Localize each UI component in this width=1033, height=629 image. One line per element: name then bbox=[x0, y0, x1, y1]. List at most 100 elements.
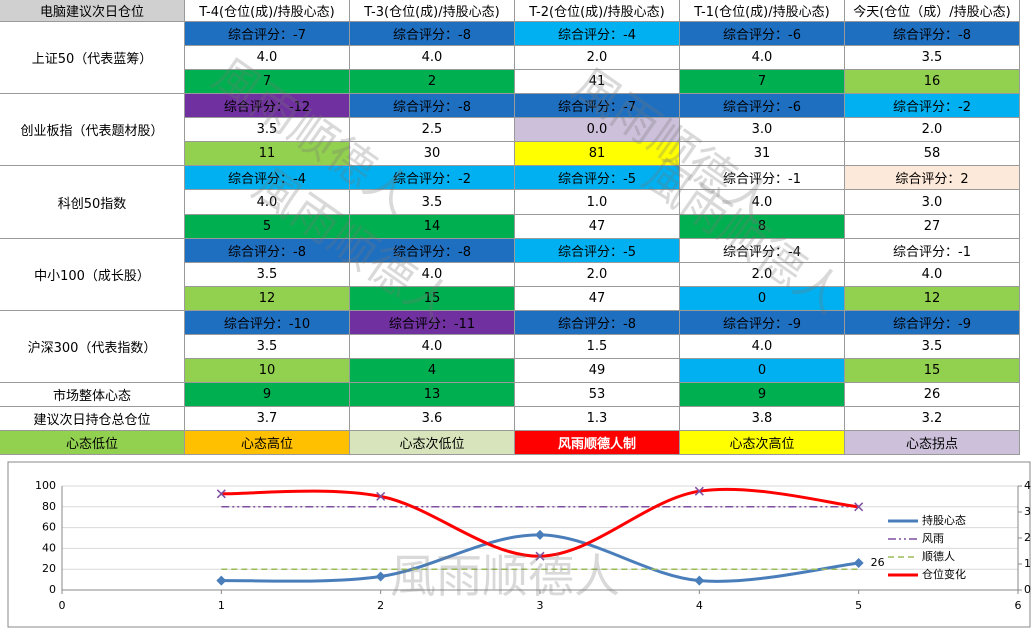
value-cell: 3.5 bbox=[185, 262, 350, 287]
value-cell: 综合评分：-5 bbox=[515, 166, 680, 191]
value-cell: 11 bbox=[185, 142, 350, 167]
value-cell: 综合评分：-5 bbox=[515, 238, 680, 263]
value-cell: 58 bbox=[845, 142, 1020, 167]
value-cell: 1.5 bbox=[515, 334, 680, 359]
value-cell: 2.0 bbox=[680, 262, 845, 287]
value-cell: 2.0 bbox=[515, 262, 680, 287]
header-cell: 今天(仓位（成）/持股心态) bbox=[845, 0, 1020, 22]
legend-cell: 心态低位 bbox=[0, 431, 185, 456]
value-cell: 4.0 bbox=[680, 190, 845, 215]
value-cell: 综合评分：-8 bbox=[350, 22, 515, 47]
row-label: 市场整体心态 bbox=[0, 383, 185, 408]
value-cell: 综合评分：-10 bbox=[185, 310, 350, 335]
value-cell: 16 bbox=[845, 70, 1020, 95]
value-cell: 49 bbox=[515, 358, 680, 384]
value-cell: 12 bbox=[845, 286, 1020, 311]
value-cell: 综合评分：-11 bbox=[350, 310, 515, 335]
point bbox=[535, 529, 545, 540]
value-cell: 综合评分：-12 bbox=[185, 94, 350, 119]
value-cell: 3.5 bbox=[185, 118, 350, 143]
point bbox=[376, 491, 386, 501]
value-cell: 2.0 bbox=[845, 118, 1020, 143]
legend-cell: 心态次低位 bbox=[350, 431, 515, 456]
value-cell: 综合评分：-6 bbox=[680, 94, 845, 119]
value-cell: 2 bbox=[350, 70, 515, 95]
value-cell: 3.6 bbox=[350, 407, 515, 432]
point bbox=[535, 551, 545, 561]
point bbox=[854, 502, 864, 512]
value-cell: 10 bbox=[185, 358, 350, 384]
y-tick-label: 40 bbox=[42, 541, 56, 554]
value-cell: 9 bbox=[680, 383, 845, 408]
value-cell: 综合评分：-8 bbox=[350, 94, 515, 119]
x-tick-label: 0 bbox=[59, 599, 66, 612]
value-cell: 14 bbox=[350, 214, 515, 239]
x-tick-label: 6 bbox=[1015, 599, 1022, 612]
value-cell: 3.8 bbox=[680, 407, 845, 432]
legend-label: 仓位变化 bbox=[922, 567, 966, 581]
x-tick-label: 1 bbox=[218, 599, 225, 612]
legend-label: 风雨 bbox=[922, 532, 944, 545]
point bbox=[853, 557, 864, 568]
y2-tick-label: 1 bbox=[1024, 557, 1031, 570]
value-cell: 综合评分：-8 bbox=[515, 310, 680, 335]
value-cell: 5 bbox=[185, 214, 350, 239]
x-tick-label: 5 bbox=[855, 599, 862, 612]
value-cell: 综合评分：-8 bbox=[845, 22, 1020, 47]
value-cell: 0 bbox=[680, 286, 845, 311]
header-cell: T-3(仓位(成)/持股心态) bbox=[350, 0, 515, 22]
row-label: 建议次日持仓总仓位 bbox=[0, 407, 185, 432]
y-tick-label: 80 bbox=[42, 500, 56, 513]
value-cell: 15 bbox=[845, 358, 1020, 384]
value-cell: 4.0 bbox=[680, 46, 845, 71]
value-cell: 30 bbox=[350, 142, 515, 167]
row-label: 上证50（代表蓝筹） bbox=[0, 22, 185, 95]
legend-label: 持股心态 bbox=[922, 513, 966, 527]
value-cell: 综合评分：-8 bbox=[350, 238, 515, 263]
value-cell: 3.5 bbox=[185, 334, 350, 359]
row-label: 中小100（成长股） bbox=[0, 238, 185, 311]
y-tick-label: 100 bbox=[35, 479, 56, 492]
header-cell: T-1(仓位(成)/持股心态) bbox=[680, 0, 845, 22]
legend-cell: 心态拐点 bbox=[845, 431, 1020, 456]
value-cell: 4.0 bbox=[680, 334, 845, 359]
value-cell: 综合评分：-2 bbox=[350, 166, 515, 191]
value-cell: 7 bbox=[680, 70, 845, 95]
header-cell: 电脑建议次日仓位 bbox=[0, 0, 185, 22]
value-cell: 3.5 bbox=[845, 46, 1020, 71]
value-cell: 3.2 bbox=[845, 407, 1020, 432]
value-cell: 综合评分：2 bbox=[845, 166, 1020, 191]
y2-tick-label: 3 bbox=[1024, 505, 1031, 518]
value-cell: 7 bbox=[185, 70, 350, 95]
y-tick-label: 60 bbox=[42, 521, 56, 534]
value-cell: 3.5 bbox=[845, 334, 1020, 359]
value-cell: 4.0 bbox=[350, 334, 515, 359]
value-cell: 15 bbox=[350, 286, 515, 311]
value-cell: 0.0 bbox=[515, 118, 680, 143]
value-cell: 综合评分：-4 bbox=[515, 22, 680, 47]
value-cell: 1.0 bbox=[515, 190, 680, 215]
y2-tick-label: 0 bbox=[1024, 583, 1031, 596]
value-cell: 81 bbox=[515, 142, 680, 167]
value-cell: 8 bbox=[680, 214, 845, 239]
value-cell: 47 bbox=[515, 214, 680, 239]
value-cell: 4.0 bbox=[845, 262, 1020, 287]
value-cell: 2.5 bbox=[350, 118, 515, 143]
row-label: 科创50指数 bbox=[0, 166, 185, 239]
point bbox=[216, 575, 227, 586]
value-cell: 4.0 bbox=[350, 262, 515, 287]
point bbox=[694, 486, 704, 496]
point bbox=[216, 489, 226, 499]
value-cell: 综合评分：-9 bbox=[845, 310, 1020, 335]
value-cell: 12 bbox=[185, 286, 350, 311]
x-tick-label: 4 bbox=[696, 599, 703, 612]
value-cell: 综合评分：-8 bbox=[185, 238, 350, 263]
value-cell: 综合评分：-1 bbox=[845, 238, 1020, 263]
value-cell: 4 bbox=[350, 358, 515, 384]
value-cell: 9 bbox=[185, 383, 350, 408]
legend-cell: 心态次高位 bbox=[680, 431, 845, 456]
value-cell: 41 bbox=[515, 70, 680, 95]
header-cell: T-4(仓位(成)/持股心态) bbox=[185, 0, 350, 22]
value-cell: 3.5 bbox=[350, 190, 515, 215]
value-cell: 3.7 bbox=[185, 407, 350, 432]
